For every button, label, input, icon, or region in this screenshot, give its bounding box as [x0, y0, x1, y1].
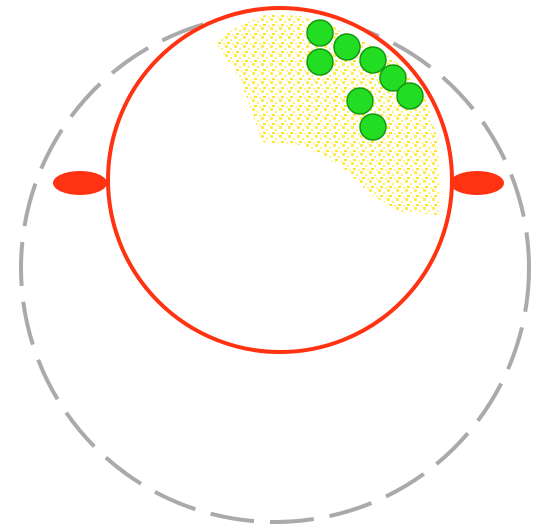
green-dot: [306, 19, 334, 47]
green-dot: [379, 64, 407, 92]
right-handle: [450, 171, 504, 195]
green-dot: [396, 82, 424, 110]
green-dot: [359, 46, 387, 74]
green-dots: [306, 19, 424, 141]
green-dot: [333, 33, 361, 61]
left-handle: [53, 171, 107, 195]
green-dot: [306, 48, 334, 76]
green-dot: [346, 87, 374, 115]
outer-dashed-circle: [19, 12, 531, 524]
green-dot: [359, 113, 387, 141]
